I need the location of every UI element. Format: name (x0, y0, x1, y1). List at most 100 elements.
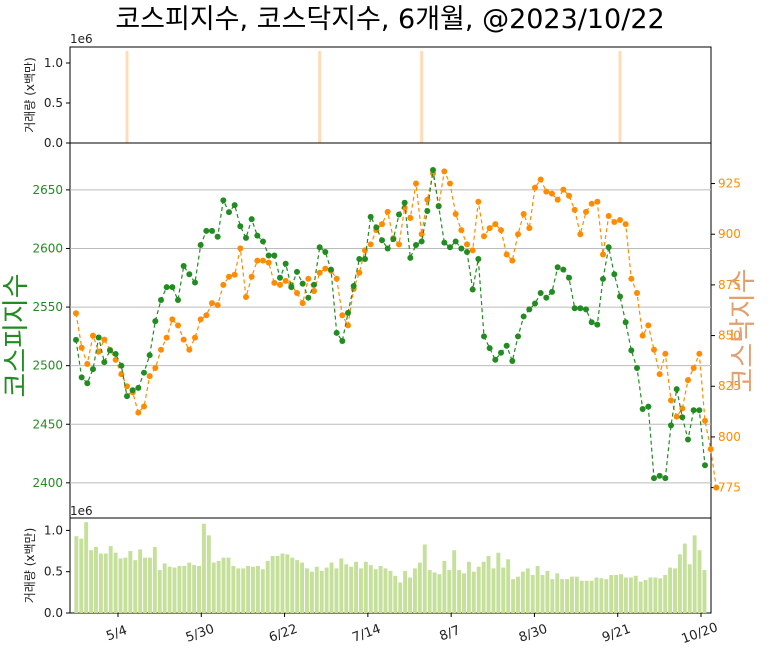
kospi-point (662, 475, 669, 482)
volume-bar (550, 579, 555, 613)
kosdaq-point (464, 241, 470, 248)
kosdaq-point (78, 344, 85, 351)
volume-bar (520, 571, 525, 613)
kosdaq-point (560, 186, 567, 193)
kosdaq-point (379, 221, 385, 228)
kospi-point (214, 233, 221, 240)
volume-bar (511, 579, 516, 613)
volume-bar (594, 577, 599, 613)
volume-bar (211, 562, 216, 613)
x-tick-label: 9/21 (600, 622, 633, 646)
volume-bar (643, 579, 648, 613)
volume-bar (113, 552, 118, 613)
kospi-point (430, 166, 436, 173)
kosdaq-point (520, 210, 527, 217)
volume-bar (319, 570, 324, 613)
top-volume-spike (125, 51, 129, 143)
volume-bar (162, 563, 167, 613)
kosdaq-point (248, 273, 255, 280)
volume-bar (216, 560, 221, 613)
kospi-point (656, 472, 663, 479)
kosdaq-point (316, 269, 323, 276)
volume-bar (579, 580, 584, 613)
volume-bar (525, 568, 530, 613)
volume-bar (167, 566, 172, 613)
kosdaq-point (594, 198, 601, 205)
kospi-point (668, 422, 674, 429)
kospi-point (390, 236, 397, 243)
kosdaq-point (209, 300, 215, 307)
kospi-point (679, 414, 686, 421)
volume-bar (359, 568, 363, 613)
volume-bar (398, 582, 403, 613)
kospi-point (447, 244, 453, 251)
volume-bar (614, 575, 619, 613)
kosdaq-point (124, 383, 130, 390)
volume-bar (663, 575, 668, 613)
kospi-point (407, 254, 414, 261)
volume-bar (466, 561, 471, 613)
kospi-point (532, 300, 538, 307)
kospi-point (651, 475, 657, 482)
kospi-point (243, 234, 249, 241)
kosdaq-point (645, 322, 652, 329)
top-volume-ylabel: 거래량 (x백만) (23, 57, 37, 132)
kosdaq-point (532, 184, 538, 191)
bottom-volume-ytick-label: 0.5 (44, 565, 63, 579)
kosdaq-point (696, 350, 703, 357)
volume-bar (619, 574, 623, 613)
kospi-point (571, 305, 578, 312)
kospi-point (600, 275, 606, 282)
kospi-point (163, 284, 170, 291)
kosdaq-point (367, 241, 374, 248)
kospi-point (209, 227, 215, 234)
kosdaq-point (339, 312, 346, 319)
kospi-point (186, 271, 193, 278)
volume-bar (476, 566, 481, 613)
kosdaq-point (588, 200, 595, 207)
right-ytick-label: 875 (718, 278, 741, 292)
volume-bar (324, 567, 329, 613)
kospi-point (124, 393, 130, 400)
volume-bar (265, 560, 270, 613)
right-ytick-label: 825 (718, 379, 741, 393)
kospi-point (492, 356, 499, 363)
bottom-volume-ylabel: 거래량 (x백만) (23, 528, 37, 603)
kospi-point (628, 347, 635, 354)
volume-bar (201, 523, 206, 613)
kosdaq-point (311, 287, 317, 294)
volume-bar (501, 567, 506, 613)
kospi-point (464, 248, 470, 255)
kospi-point (401, 199, 408, 206)
volume-bar (79, 538, 84, 613)
kospi-point (146, 352, 153, 359)
volume-bar (658, 578, 663, 613)
kosdaq-point (656, 371, 663, 378)
kospi-point (328, 266, 334, 273)
kospi-point (78, 374, 85, 381)
kospi-point (526, 306, 533, 313)
kospi-point (503, 342, 510, 349)
volume-bar (412, 568, 417, 613)
kosdaq-point (384, 208, 391, 215)
kospi-point (180, 263, 187, 270)
kosdaq-point (294, 290, 300, 296)
kospi-point (107, 347, 113, 354)
kosdaq-point (526, 225, 533, 232)
volume-bar (98, 553, 103, 613)
kospi-point (435, 203, 442, 210)
volume-bar (604, 579, 609, 613)
kosdaq-point (84, 360, 91, 367)
volume-bar (471, 571, 476, 613)
volume-bar (373, 569, 378, 613)
volume-bar (226, 557, 231, 613)
left-ytick-label: 2600 (32, 241, 63, 255)
volume-bar (599, 578, 604, 613)
volume-bar (540, 575, 545, 613)
x-tick-label: 6/22 (267, 622, 300, 646)
volume-bar (241, 568, 246, 613)
volume-bar (653, 577, 658, 613)
volume-bar (255, 565, 260, 613)
kospi-point (622, 319, 629, 326)
volume-bar (152, 546, 157, 613)
